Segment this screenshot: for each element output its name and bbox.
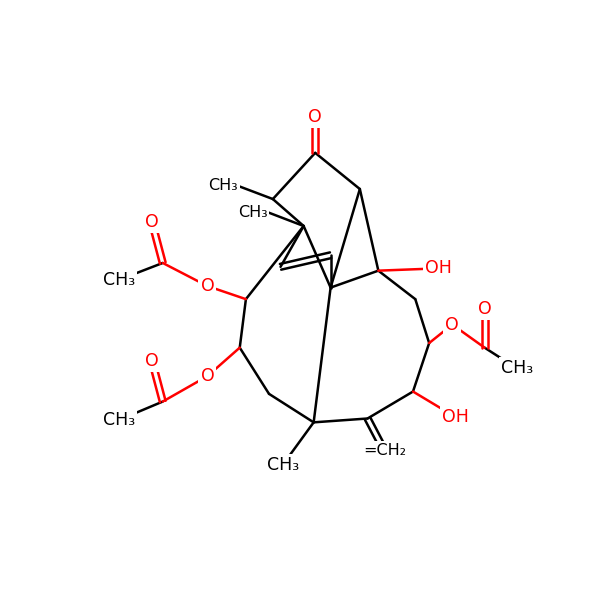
Text: O: O bbox=[145, 352, 159, 370]
Text: CH₃: CH₃ bbox=[103, 411, 135, 429]
Text: OH: OH bbox=[425, 259, 452, 277]
Text: CH₃: CH₃ bbox=[267, 456, 299, 474]
Text: O: O bbox=[478, 300, 491, 318]
Text: O: O bbox=[200, 367, 214, 385]
Text: CH₃: CH₃ bbox=[103, 271, 135, 289]
Text: CH₃: CH₃ bbox=[501, 359, 533, 377]
Text: CH₃: CH₃ bbox=[208, 178, 238, 193]
Text: =CH₂: =CH₂ bbox=[363, 443, 406, 458]
Text: CH₃: CH₃ bbox=[238, 205, 268, 220]
Text: O: O bbox=[145, 213, 159, 231]
Text: O: O bbox=[308, 107, 322, 125]
Text: OH: OH bbox=[442, 408, 469, 426]
Text: CH₃: CH₃ bbox=[267, 456, 299, 474]
Text: O: O bbox=[445, 316, 459, 334]
Text: O: O bbox=[200, 277, 214, 295]
